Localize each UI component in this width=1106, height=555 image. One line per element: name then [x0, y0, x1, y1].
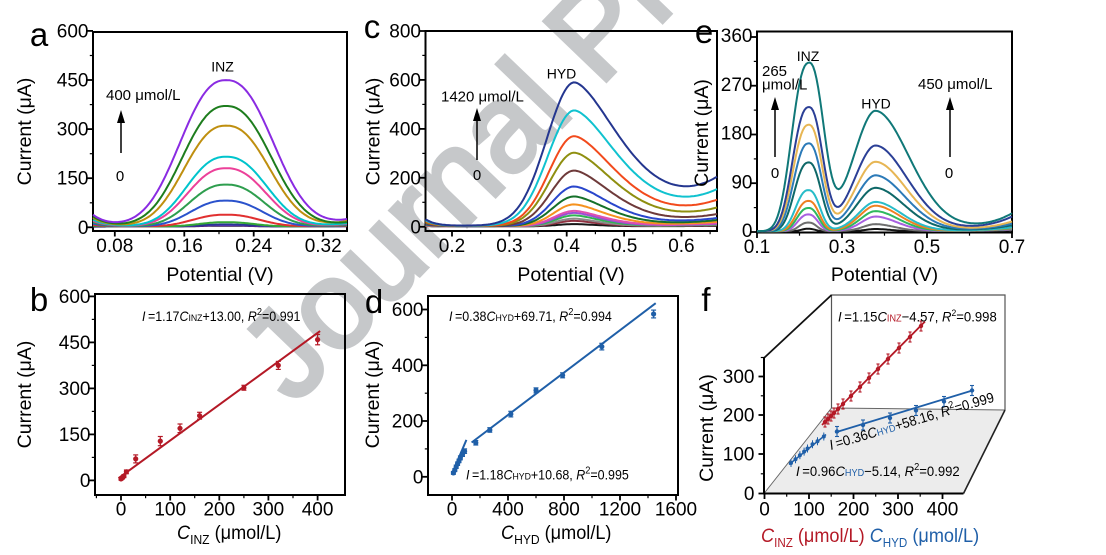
svg-text:300: 300 — [882, 500, 914, 521]
svg-text:I =1.17CINZ+13.00, R2=0.991: I =1.17CINZ+13.00, R2=0.991 — [142, 307, 300, 324]
svg-text:300: 300 — [253, 500, 285, 521]
svg-text:0: 0 — [410, 217, 421, 238]
svg-text:0: 0 — [116, 168, 124, 185]
svg-text:Current (μA): Current (μA) — [696, 374, 718, 482]
svg-text:0: 0 — [759, 500, 770, 521]
svg-text:μmol/L: μmol/L — [762, 77, 807, 94]
svg-text:200: 200 — [392, 412, 424, 433]
svg-text:0.5: 0.5 — [611, 236, 637, 257]
svg-text:0: 0 — [742, 221, 753, 242]
svg-text:0: 0 — [447, 500, 458, 521]
svg-text:90: 90 — [731, 172, 752, 193]
svg-text:400: 400 — [389, 119, 421, 140]
svg-text:Potential (V): Potential (V) — [166, 264, 273, 286]
svg-text:270: 270 — [721, 75, 753, 96]
svg-text:600: 600 — [389, 70, 421, 91]
svg-text:450: 450 — [59, 333, 91, 354]
svg-text:180: 180 — [721, 124, 753, 145]
svg-text:HYD: HYD — [861, 96, 891, 112]
svg-text:600: 600 — [392, 300, 424, 321]
svg-text:I =0.38CHYD+69.71, R2=0.994: I =0.38CHYD+69.71, R2=0.994 — [449, 307, 612, 324]
svg-text:0.32: 0.32 — [305, 236, 342, 257]
svg-text:150: 150 — [59, 425, 91, 446]
svg-text:200: 200 — [203, 500, 235, 521]
svg-text:f: f — [701, 281, 711, 318]
svg-text:0.3: 0.3 — [829, 237, 855, 258]
svg-text:150: 150 — [57, 169, 89, 190]
svg-text:Current (μA): Current (μA) — [363, 78, 385, 186]
svg-text:0: 0 — [945, 165, 953, 182]
svg-text:0.5: 0.5 — [914, 237, 940, 258]
svg-text:CINZ (μmol/L) CHYD (μmol/L): CINZ (μmol/L) CHYD (μmol/L) — [761, 524, 979, 550]
svg-text:I =0.96CHYD−5.14, R2=0.992: I =0.96CHYD−5.14, R2=0.992 — [796, 462, 960, 479]
svg-text:100: 100 — [154, 500, 186, 521]
svg-text:400 μmol/L: 400 μmol/L — [106, 87, 181, 104]
svg-text:0: 0 — [744, 484, 755, 505]
svg-text:I =1.18CHYD+10.68, R2=0.995: I =1.18CHYD+10.68, R2=0.995 — [466, 465, 629, 482]
svg-text:Current (μA): Current (μA) — [691, 79, 713, 187]
svg-text:Potential (V): Potential (V) — [831, 264, 938, 286]
svg-text:600: 600 — [59, 287, 91, 308]
svg-text:0.08: 0.08 — [96, 236, 133, 257]
svg-text:400: 400 — [392, 356, 424, 377]
svg-text:300: 300 — [723, 367, 755, 388]
svg-text:Current (μA): Current (μA) — [14, 78, 36, 186]
svg-text:450: 450 — [57, 71, 89, 92]
svg-text:0.1: 0.1 — [744, 237, 770, 258]
svg-text:0.2: 0.2 — [439, 236, 465, 257]
svg-text:0.24: 0.24 — [235, 236, 272, 257]
svg-text:100: 100 — [793, 500, 825, 521]
svg-text:400: 400 — [492, 500, 524, 521]
svg-text:b: b — [30, 281, 48, 318]
svg-text:800: 800 — [389, 22, 421, 43]
svg-text:CHYD (μmol/L): CHYD (μmol/L) — [501, 521, 611, 547]
svg-text:450 μmol/L: 450 μmol/L — [918, 76, 993, 93]
svg-text:INZ: INZ — [211, 59, 234, 75]
svg-text:0.3: 0.3 — [496, 236, 522, 257]
svg-text:400: 400 — [302, 500, 334, 521]
svg-text:0.6: 0.6 — [668, 236, 694, 257]
svg-text:0: 0 — [80, 471, 91, 492]
svg-text:1420 μmol/L: 1420 μmol/L — [441, 89, 524, 106]
svg-text:265: 265 — [762, 63, 787, 80]
svg-text:HYD: HYD — [547, 66, 577, 82]
svg-text:360: 360 — [721, 26, 753, 47]
svg-text:600: 600 — [57, 21, 89, 42]
svg-text:0: 0 — [473, 167, 481, 184]
svg-text:Potential (V): Potential (V) — [517, 264, 624, 286]
svg-text:I =1.15CINZ−4.57, R2=0.998: I =1.15CINZ−4.57, R2=0.998 — [838, 308, 997, 325]
svg-text:a: a — [30, 16, 49, 53]
svg-text:400: 400 — [927, 500, 959, 521]
svg-text:1200: 1200 — [599, 500, 641, 521]
svg-text:0: 0 — [413, 467, 424, 488]
svg-text:0: 0 — [116, 500, 127, 521]
svg-text:CINZ (μmol/L): CINZ (μmol/L) — [177, 521, 281, 547]
svg-text:200: 200 — [838, 500, 870, 521]
svg-text:0.7: 0.7 — [999, 237, 1025, 258]
svg-text:300: 300 — [59, 379, 91, 400]
svg-text:INZ: INZ — [797, 48, 820, 64]
svg-text:0.4: 0.4 — [553, 236, 580, 257]
svg-text:0: 0 — [78, 218, 89, 239]
svg-text:Current (μA): Current (μA) — [14, 341, 36, 449]
svg-text:200: 200 — [723, 406, 755, 427]
svg-text:200: 200 — [389, 168, 421, 189]
svg-text:300: 300 — [57, 120, 89, 141]
svg-text:800: 800 — [548, 500, 580, 521]
svg-text:0: 0 — [771, 165, 779, 182]
svg-text:e: e — [695, 13, 713, 50]
svg-text:0.16: 0.16 — [166, 236, 203, 257]
svg-text:1600: 1600 — [655, 500, 697, 521]
svg-text:100: 100 — [723, 445, 755, 466]
svg-text:d: d — [365, 283, 383, 320]
svg-text:Current (μA): Current (μA) — [362, 341, 384, 449]
svg-text:c: c — [364, 8, 381, 45]
